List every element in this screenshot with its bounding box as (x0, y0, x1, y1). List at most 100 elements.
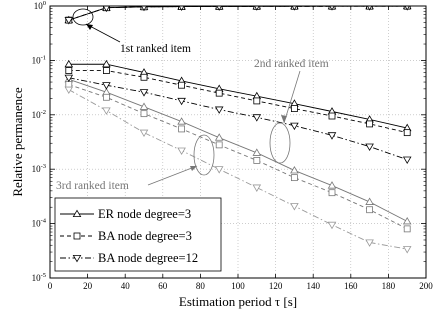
x-tick-label: 120 (269, 281, 283, 291)
annotation-label-2nd: 2nd ranked item (254, 58, 329, 70)
series-line (68, 63, 408, 129)
x-tick-label: 100 (231, 281, 245, 291)
marker-square (178, 81, 186, 89)
marker-triangle-down (252, 114, 262, 122)
marker-triangle-down (139, 89, 149, 97)
y-axis-title: Relative permanence (10, 87, 25, 197)
y-tick-label: 10-4 (32, 218, 47, 229)
x-tick-label: 40 (121, 281, 131, 291)
marker-triangle-down (140, 6, 148, 12)
series-line (68, 84, 408, 230)
marker-triangle-up (252, 148, 262, 156)
marker-square (253, 157, 261, 164)
legend-item: BA node degree=12 (60, 251, 198, 265)
marker-triangle-down (329, 6, 335, 11)
series-ba-node-degree-12-2nd (64, 74, 412, 165)
marker-triangle-down (290, 122, 299, 131)
series-line (68, 77, 408, 161)
marker-square (215, 141, 223, 149)
x-tick-label: 200 (419, 281, 433, 291)
marker-triangle-down (177, 97, 186, 106)
marker-triangle-up (72, 209, 82, 218)
y-tick-label: 10-5 (32, 272, 46, 283)
marker-square (103, 93, 110, 101)
y-tick-label: 10-3 (32, 163, 46, 174)
annotation-arrow-2nd (283, 70, 301, 124)
marker-triangle-up (64, 59, 74, 68)
marker-triangle-down (254, 6, 260, 11)
marker-triangle-up (139, 102, 149, 110)
x-tick-label: 20 (83, 281, 93, 291)
series-ba-node-degree-3-3rd (65, 81, 411, 233)
legend-label: BA node degree=3 (98, 229, 192, 243)
marker-square (328, 112, 336, 120)
marker-triangle-down (214, 106, 224, 114)
marker-triangle-down (177, 147, 186, 155)
legend-item: ER node degree=3 (60, 207, 191, 221)
annotation-ellipse-1st (72, 8, 94, 26)
annotation-arrowhead-1st (86, 24, 93, 30)
marker-triangle-down (102, 6, 110, 13)
legend-box (54, 197, 222, 272)
marker-triangle-down (102, 107, 111, 115)
marker-triangle-up (102, 59, 111, 68)
marker-square (253, 97, 261, 105)
y-tick-label: 100 (34, 0, 46, 11)
annotation-ellipse-3rd (193, 134, 215, 176)
legend-label: ER node degree=3 (98, 207, 191, 221)
marker-triangle-up (290, 166, 299, 174)
marker-square (290, 174, 298, 182)
marker-triangle-down (404, 6, 410, 11)
x-tick-label: 140 (306, 281, 320, 291)
marker-square (215, 89, 223, 97)
legend-label: BA node degree=12 (98, 251, 198, 265)
marker-square (290, 105, 298, 113)
tick-layer: 0 20 40 60 80 100 120 140 160 180 200 100 10-1 10-2 10… (32, 0, 433, 291)
marker-triangle-down (291, 6, 298, 11)
marker-triangle-down (365, 143, 374, 152)
grid (50, 6, 426, 278)
marker-square (73, 232, 81, 240)
series-ba-node-degree-3-2nd (65, 67, 411, 137)
marker-square (328, 189, 336, 197)
x-tick-label: 0 (48, 281, 53, 291)
annotation-layer: 1st ranked item 2nd ranked item 3rd ranked… (56, 8, 329, 192)
annotation-arrow-3rd (147, 165, 198, 186)
marker-triangle-down (64, 74, 74, 83)
legend: ER node degree=3 BA node degree=3 BA node … (54, 197, 222, 272)
marker-square (366, 206, 374, 214)
marker-triangle-down (214, 166, 224, 174)
series-ba-node-degree-12-3rd (64, 86, 412, 254)
marker-triangle-up (365, 197, 374, 205)
marker-triangle-up (214, 133, 224, 141)
x-tick-label: 60 (158, 281, 168, 291)
marker-triangle-down (252, 184, 262, 192)
marker-triangle-down (178, 6, 185, 11)
x-tick-label: 180 (382, 281, 396, 291)
annotation-label-1st: 1st ranked item (120, 43, 191, 55)
marker-square (140, 73, 148, 81)
marker-triangle-down (64, 86, 74, 95)
marker-square (103, 67, 110, 74)
marker-square (178, 125, 186, 133)
marker-triangle-down (365, 239, 374, 247)
marker-triangle-down (402, 156, 412, 165)
y-tick-label: 10-2 (32, 109, 46, 120)
annotation-ellipse-2nd (269, 122, 291, 164)
y-tick-label: 10-1 (32, 54, 46, 65)
x-tick-label: 80 (196, 281, 206, 291)
marker-square (403, 129, 411, 137)
legend-item: BA node degree=3 (60, 229, 192, 243)
x-tick-label: 160 (344, 281, 358, 291)
series-line (68, 89, 408, 250)
marker-triangle-down (139, 129, 149, 138)
marker-triangle-down (366, 6, 373, 11)
marker-square (65, 67, 73, 74)
annotation-label-3rd: 3rd ranked item (56, 180, 129, 192)
marker-triangle-down (102, 82, 111, 90)
series-line (68, 70, 408, 134)
marker-square (65, 81, 73, 88)
marker-triangle-down (327, 132, 337, 140)
marker-square (140, 110, 148, 118)
